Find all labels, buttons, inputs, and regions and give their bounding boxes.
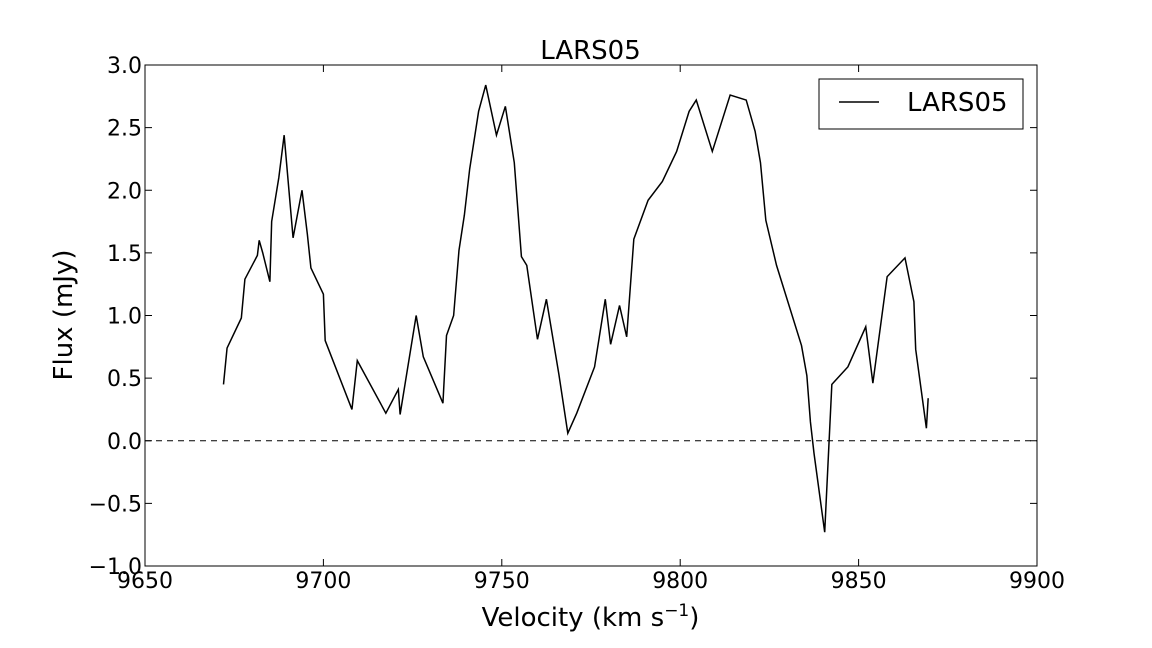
y-tick-label: 2.5 (107, 117, 142, 142)
x-axis-label-superscript: −1 (664, 601, 689, 621)
y-axis-label: Flux (mJy) (49, 250, 79, 381)
x-tick-label: 9750 (474, 569, 530, 594)
x-axis-label-main: Velocity (km s (482, 603, 665, 633)
y-tick-label: 1.0 (107, 305, 142, 330)
x-tick-label: 9850 (831, 569, 887, 594)
y-axis-ticks: −1.0 −0.5 0.0 0.5 1.0 1.5 2.0 2.5 3.0 (89, 54, 1037, 580)
legend: LARS05 (818, 78, 1024, 130)
series-layer (222, 84, 929, 533)
chart-title: LARS05 (540, 36, 641, 66)
x-tick-label: 9650 (117, 569, 173, 594)
x-tick-label: 9700 (295, 569, 351, 594)
y-tick-label: 0.5 (107, 367, 142, 392)
x-axis-ticks: 9650 9700 9750 9800 9850 9900 (117, 65, 1065, 594)
legend-label-lars05: LARS05 (907, 88, 1008, 118)
y-tick-label: −0.5 (89, 492, 142, 517)
x-axis-label: Velocity (km s−1) (482, 601, 700, 633)
y-tick-label: −1.0 (89, 555, 142, 580)
x-axis-label-suffix: ) (689, 603, 699, 633)
y-tick-label: 2.0 (107, 179, 142, 204)
y-tick-label: 3.0 (107, 54, 142, 79)
x-tick-label: 9800 (652, 569, 708, 594)
legend-box (818, 78, 1024, 130)
y-tick-label: 1.5 (107, 242, 142, 267)
y-tick-label: 0.0 (107, 430, 142, 455)
series-line-lars05 (222, 84, 929, 533)
x-tick-label: 9900 (1009, 569, 1065, 594)
